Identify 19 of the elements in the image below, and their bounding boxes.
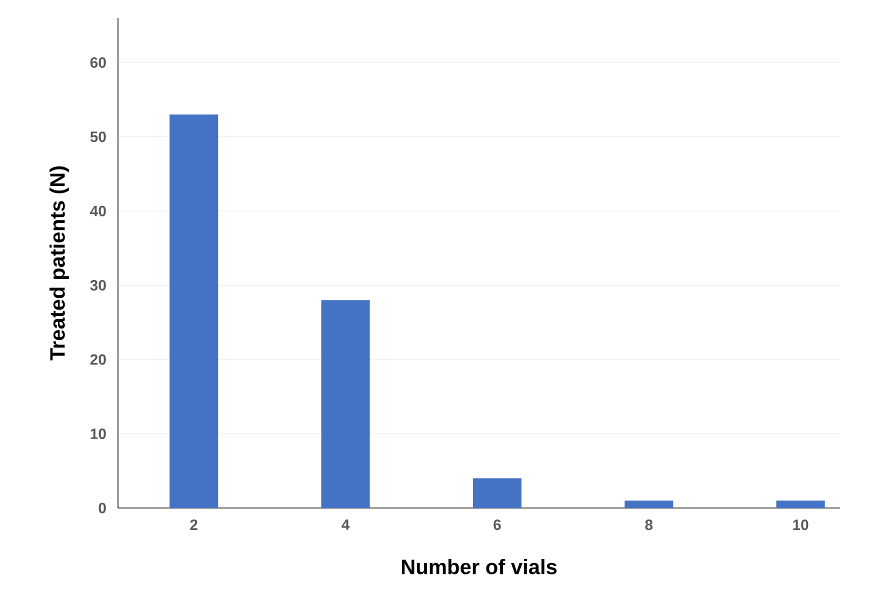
bar bbox=[776, 500, 825, 508]
y-axis-title: Treated patients (N) bbox=[50, 166, 70, 360]
y-tick-label: 10 bbox=[90, 428, 106, 440]
y-tick-label: 50 bbox=[90, 131, 106, 142]
x-tick-label: 10 bbox=[793, 520, 808, 530]
x-tick-label: 8 bbox=[645, 520, 653, 530]
bar bbox=[472, 478, 522, 508]
x-axis-title: Number of vials bbox=[402, 558, 557, 574]
y-tick-label: 0 bbox=[98, 502, 106, 514]
y-tick-label: 60 bbox=[90, 57, 106, 68]
x-tick-label: 6 bbox=[494, 520, 501, 530]
bar bbox=[321, 300, 370, 508]
y-tick-label: 20 bbox=[90, 354, 106, 365]
y-tick-label: 30 bbox=[90, 280, 106, 291]
x-tick-label: 4 bbox=[342, 520, 350, 530]
bar bbox=[624, 500, 674, 508]
bar bbox=[170, 114, 218, 508]
y-tick-label: 40 bbox=[90, 206, 106, 216]
x-tick-label: 2 bbox=[190, 520, 198, 530]
